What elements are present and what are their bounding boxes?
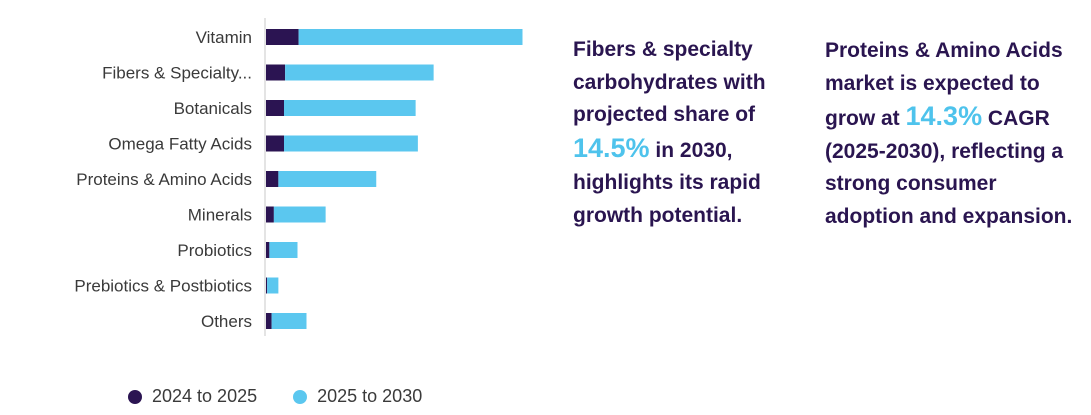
bar-2025-2030: [298, 29, 523, 45]
category-label: Vitamin: [196, 28, 252, 47]
bar-2024-2025: [266, 242, 270, 258]
fibers-callout-text-end: in 2030, highlights its rapid growth pot…: [573, 138, 761, 227]
bar-2024-2025: [266, 313, 272, 329]
category-label: Proteins & Amino Acids: [76, 170, 252, 189]
category-label: Probiotics: [177, 241, 252, 260]
legend-swatch-2024-2025: [128, 389, 142, 404]
category-label: Others: [201, 312, 252, 331]
category-label: Minerals: [188, 206, 252, 225]
legend-label-2025-2030: 2025 to 2030: [317, 386, 423, 406]
category-label: Botanicals: [174, 99, 252, 118]
bar-2024-2025: [266, 171, 279, 187]
bar-2024-2025: [266, 206, 274, 223]
proteins-callout-text-start: Proteins & Amino Acids market is expecte…: [825, 39, 1063, 130]
bar-2025-2030: [284, 100, 416, 116]
fibers-callout: Fibers & specialty carbohydrates with pr…: [573, 34, 793, 232]
proteins-cagr-highlight: 14.3%: [905, 101, 983, 131]
bar-chart: Vitamin Fibers & Specialty... Botanicals Om…: [74, 18, 523, 336]
bar-2025-2030: [267, 277, 279, 294]
fibers-share-highlight: 14.5%: [573, 132, 650, 163]
proteins-callout-text-end: CAGR (2025-2030), reflecting a strong co…: [825, 107, 1073, 228]
category-label: Fibers & Specialty...: [102, 64, 252, 83]
legend-item-2024-2025: 2024 to 2025: [128, 386, 257, 407]
proteins-callout: Proteins & Amino Acids market is expecte…: [825, 35, 1075, 233]
category-label: Prebiotics & Postbiotics: [74, 277, 252, 296]
bar-2024-2025: [266, 100, 284, 116]
bar-2024-2025: [266, 135, 284, 152]
legend-item-2025-2030: 2025 to 2030: [293, 386, 422, 407]
category-label: Omega Fatty Acids: [108, 135, 252, 154]
legend-swatch-2025-2030: [293, 389, 308, 404]
bar-2025-2030: [269, 242, 298, 258]
bar-2025-2030: [284, 135, 418, 152]
bar-2024-2025: [266, 277, 268, 294]
chart-legend: 2024 to 2025 2025 to 2030: [128, 386, 458, 407]
legend-label-2024-2025: 2024 to 2025: [152, 386, 258, 406]
bar-2025-2030: [285, 64, 434, 81]
fibers-callout-text-start: Fibers & specialty carbohydrates with pr…: [573, 38, 766, 126]
bar-2025-2030: [271, 313, 307, 329]
bar-2024-2025: [266, 64, 286, 81]
bar-2025-2030: [278, 171, 377, 187]
bar-2025-2030: [273, 206, 326, 223]
bar-2024-2025: [266, 29, 299, 45]
